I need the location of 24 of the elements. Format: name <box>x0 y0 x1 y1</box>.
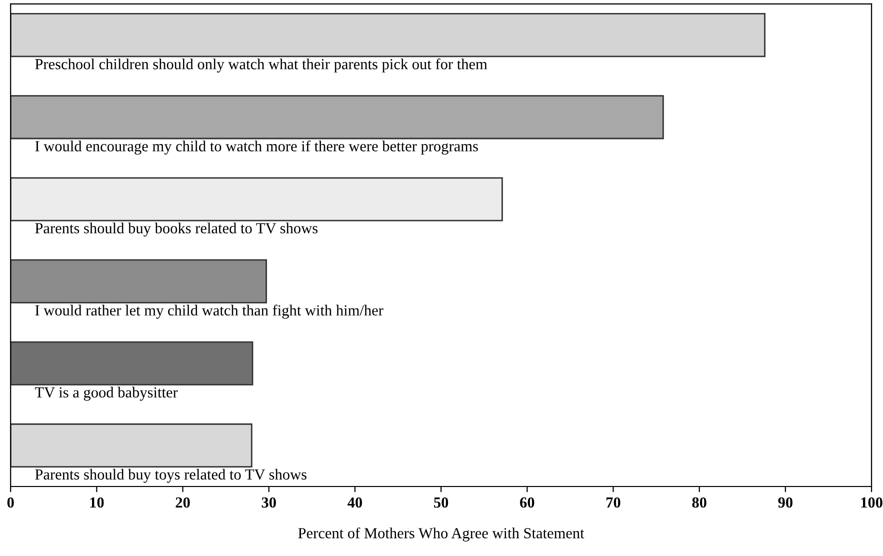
bar <box>10 95 664 140</box>
bar <box>10 341 254 386</box>
x-tick-label: 30 <box>262 497 276 508</box>
x-tick-label: 0 <box>7 497 14 508</box>
y-tick-label: I would encourage my child to watch more if there were better programs <box>35 140 478 155</box>
x-tick-label: 80 <box>692 497 706 508</box>
x-tick-label: 70 <box>606 497 620 508</box>
bar <box>10 13 766 58</box>
x-tick-label: 90 <box>778 497 792 508</box>
x-tick-label: 20 <box>176 497 190 508</box>
y-tick-label: Preschool children should only watch what their parents pick out for them <box>35 58 488 72</box>
bar <box>10 259 267 304</box>
x-tick-label: 50 <box>434 497 448 508</box>
bar <box>10 177 503 222</box>
x-tick-label: 100 <box>861 497 882 508</box>
x-tick-label: 40 <box>348 497 362 508</box>
y-tick-label: I would rather let my child watch than fight with him/her <box>35 304 384 319</box>
x-tick-label: 60 <box>520 497 534 508</box>
x-axis-title: Percent of Mothers Who Agree with Statement <box>298 527 584 542</box>
y-tick-label: TV is a good babysitter <box>34 386 178 401</box>
x-tick-label: 10 <box>90 497 104 508</box>
bar <box>10 423 252 468</box>
y-tick-label: Parents should buy books related to TV shows <box>35 222 318 237</box>
y-tick-label: Parents should buy toys related to TV shows <box>35 468 306 483</box>
